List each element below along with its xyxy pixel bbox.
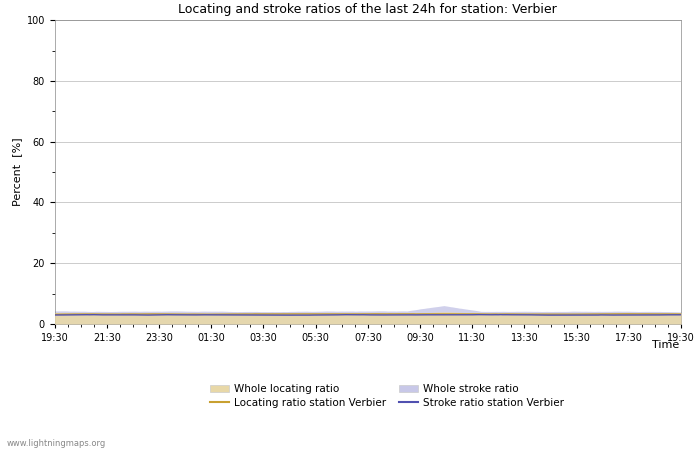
Y-axis label: Percent  [%]: Percent [%]: [13, 138, 22, 207]
Text: Time: Time: [652, 340, 679, 350]
Legend: Whole locating ratio, Locating ratio station Verbier, Whole stroke ratio, Stroke: Whole locating ratio, Locating ratio sta…: [210, 384, 564, 408]
Title: Locating and stroke ratios of the last 24h for station: Verbier: Locating and stroke ratios of the last 2…: [178, 3, 557, 16]
Text: www.lightningmaps.org: www.lightningmaps.org: [7, 439, 106, 448]
